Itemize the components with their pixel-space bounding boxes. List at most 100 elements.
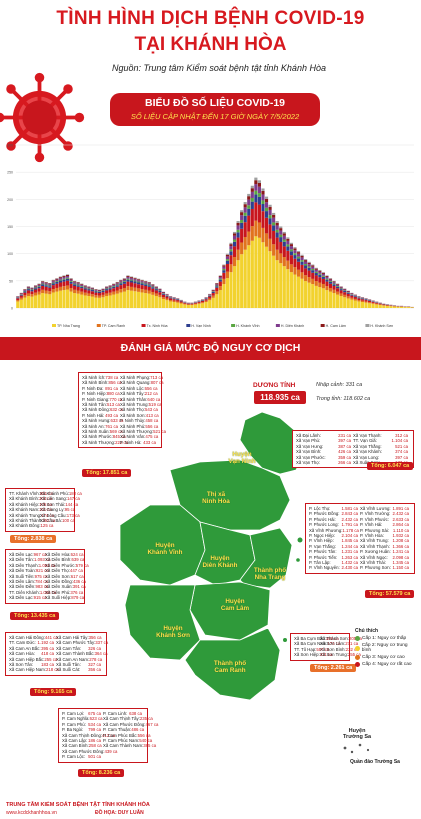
chart-bar-segment [328,291,333,308]
district-row: Xã Khánh Hiệp: 176 ca Xã Sơn Thái: 144 ca [9,501,78,507]
commune-name: Xã Ba Cụm Nam: [294,641,328,647]
commune-name: TT. Vạn Giã: [353,438,377,444]
chart-bar-segment [51,289,55,293]
chart-bar-segment [264,202,269,208]
legend-label: H. Cam Lâm [326,324,346,328]
chart-bar-segment [58,276,62,278]
chart-bar-segment [105,296,109,308]
chart-bar-segment [353,295,357,296]
commune-cases: 1.891 ca [392,506,410,511]
chart-bar-segment [389,306,393,308]
chart-bar-segment [26,290,31,294]
chart-bar-segment [172,299,176,301]
commune-cases: 255 ca [44,656,58,662]
chart-bar-segment [286,237,290,239]
chart-bar-segment [275,260,279,308]
legend-item-label: Cấp 1: Nguy cơ thấp [362,636,407,641]
chart-bar-segment [254,236,258,308]
chart-bar-segment [108,287,112,289]
chart-bar-segment [23,295,27,298]
chart-bar-segment [318,274,322,278]
positive-label: DƯƠNG TÍNH [253,382,296,389]
chart-bar-segment [314,269,318,272]
chart-bar-segment [115,286,119,291]
commune-cases: 1.104 ca [391,438,409,444]
y-tick-label: 50 [9,279,13,283]
chart-bar-segment [318,277,322,283]
chart-bar-segment [321,278,325,284]
chart-bar-segment [275,225,279,230]
chart-bar-segment [69,278,73,280]
commune-cases: 395 ca [41,645,54,651]
chart-bar-segment [51,292,55,308]
commune-cases: 638 ca [129,711,142,716]
district-row: Xã Diên Lạc: 967 ca Xã Diên Hòa: 624 ca [9,552,83,557]
legend-swatch [96,324,101,327]
chart-bar-segment [222,278,226,285]
chart-bar-segment [311,278,315,285]
chart-bar-segment [314,285,318,308]
chart-bar-segment [169,298,173,300]
virus-icon [0,72,85,163]
chart-bar-segment [247,193,251,197]
chart-bar-segment [357,297,361,299]
map-region-van-ninh [239,411,306,475]
footer-website[interactable]: www.kcdckhanhhoa.vn [6,810,57,816]
y-tick-label: 300 [7,144,13,148]
commune-name: Xã Vạn Thắng: [353,443,382,449]
commune-cases: 2.432 ca [341,516,359,522]
chart-bar-segment [264,198,269,203]
chart-bar-segment [222,265,226,267]
commune-name: Xã Cam Hòa: [9,651,35,657]
chart-bar-segment [133,280,137,282]
chart-bar-segment [176,301,180,303]
chart-bar-segment [62,278,66,280]
commune-name: Xã Ninh Hưng: [82,418,111,424]
district-row: Xã Ninh Phước: 845 ca Xã Ninh Vân: 475 ca [82,434,158,439]
chart-bar-segment [176,299,180,301]
chart-bar-segment [211,289,215,291]
chart-bar-segment [65,274,70,276]
chart-bar-segment [346,296,350,299]
chart-bar-segment [346,290,350,292]
chart-bar-segment [48,285,52,287]
chart-bar-segment [151,288,155,292]
chart-bar-segment [332,284,336,286]
chart-bar-segment [215,294,219,308]
chart-bar-segment [115,282,119,284]
chart-bar-segment [399,306,404,308]
chart-bar-segment [247,196,251,200]
chart-bar-segment [161,292,166,294]
commune-cases: 235 ca [139,716,153,722]
chart-bar-segment [336,284,340,285]
chart-bar-segment [368,300,372,301]
chart-bar-segment [48,291,52,295]
commune-name: Xã Khánh Hiệp: [9,501,40,507]
commune-name: Xã Vạn Thạnh: [353,433,382,438]
chart-bar-segment [69,278,73,279]
chart-bar-segment [115,284,119,286]
commune-cases: 186 ca [88,738,101,744]
chart-bar-segment [371,303,375,308]
chart-bar-segment [286,240,290,245]
chart-bar-segment [282,235,286,240]
commune-name: Xã Sơn Trung: [320,652,348,658]
chart-bar-segment [44,286,48,291]
chart-bar-segment [87,296,91,308]
chart-bar-segment [321,288,325,308]
chart-bar-segment [254,184,258,191]
chart-bar-segment [147,285,151,287]
chart-bar-segment [357,296,361,298]
chart-bar-segment [129,278,134,280]
commune-name: Xã Sông Cầu: [40,512,67,518]
chart-bar-segment [83,292,87,296]
chart-bar-segment [137,279,141,281]
chart-bar-segment [225,263,230,272]
commune-cases: 921 ca [35,568,49,574]
chart-bar-segment [261,211,265,228]
commune-cases: 326 ca [88,645,101,651]
chart-bar-segment [282,239,286,242]
chart-bar-segment [80,284,84,285]
chart-bar-segment [328,282,333,284]
chart-bar-segment [232,266,237,308]
